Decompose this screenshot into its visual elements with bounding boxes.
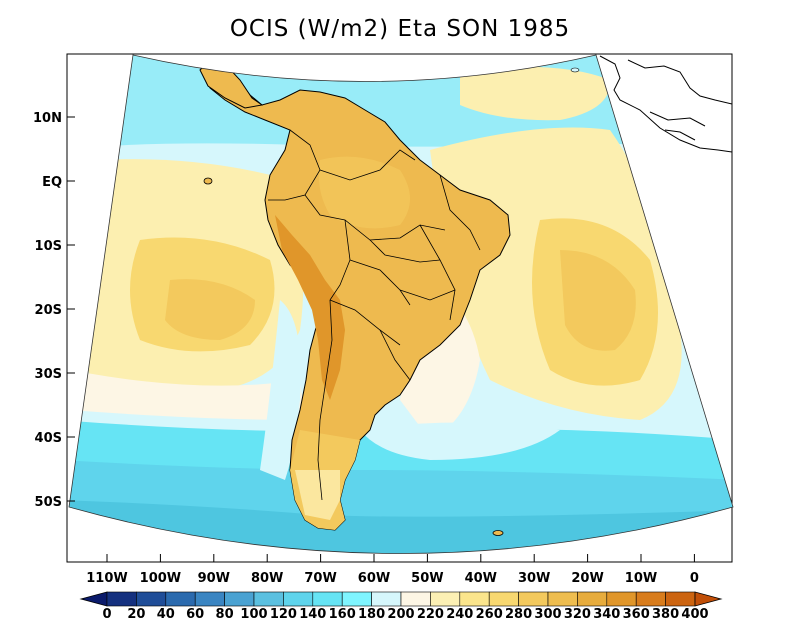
colorbar-swatch	[488, 591, 519, 607]
lon-tick-label: 70W	[304, 571, 336, 586]
lon-tick-label: 80W	[251, 571, 283, 586]
colorbar-arrow-left	[79, 591, 108, 607]
colorbar-label: 140	[299, 607, 326, 618]
colorbar-swatch	[224, 591, 255, 607]
lon-tick-label: 100W	[140, 571, 181, 586]
colorbar-swatch	[635, 591, 666, 607]
colorbar-label: 160	[329, 607, 356, 618]
colorbar-label: 80	[216, 607, 234, 618]
colorbar-swatch	[194, 591, 225, 607]
colorbar-swatch	[606, 591, 637, 607]
domain-outline	[68, 54, 734, 554]
map-title: OCIS (W/m2) Eta SON 1985	[229, 16, 571, 42]
colorbar-label: 300	[534, 607, 561, 618]
colorbar-label: 240	[446, 607, 473, 618]
colorbar-swatch	[665, 591, 696, 607]
colorbar-swatch	[371, 591, 402, 607]
colorbar-label: 360	[623, 607, 650, 618]
colorbar-label: 40	[157, 607, 175, 618]
lon-tick-label: 50W	[411, 571, 443, 586]
colorbar-label: 380	[652, 607, 679, 618]
lat-tick-label: 10S	[35, 239, 62, 254]
colorbar-swatch	[253, 591, 284, 607]
colorbar-label: 400	[681, 607, 708, 618]
lat-tick-label: 20S	[35, 303, 62, 318]
lon-tick-label: 60W	[358, 571, 390, 586]
colorbar-label: 260	[476, 607, 503, 618]
lat-tick-label: EQ	[42, 175, 62, 190]
colorbar-label: 60	[186, 607, 204, 618]
colorbar-label: 180	[358, 607, 385, 618]
lon-tick-label: 10W	[625, 571, 657, 586]
colorbar-arrow-right	[694, 591, 723, 607]
colorbar-label: 200	[387, 607, 414, 618]
longitude-axis: 110W 100W 90W 80W 70W 60W 50W 40W 30W 20W 10W 0	[86, 554, 699, 586]
colorbar-label: 280	[505, 607, 532, 618]
lat-tick-label: 30S	[35, 367, 62, 382]
latitude-axis: 10N EQ 10S 20S 30S 40S 50S	[33, 111, 75, 510]
colorbar-label: 100	[240, 607, 267, 618]
colorbar-swatch	[518, 591, 549, 607]
lon-tick-label: 0	[690, 571, 699, 586]
lon-tick-label: 20W	[571, 571, 603, 586]
colorbar-swatch	[459, 591, 490, 607]
colorbar-swatch	[430, 591, 461, 607]
south-america-land	[204, 61, 511, 531]
colorbar: 0 20 40 60 80 100 120 140 160 180 200 220 240 260 280 3…	[79, 591, 723, 618]
colorbar-swatch	[283, 591, 314, 607]
lon-tick-label: 90W	[198, 571, 230, 586]
lon-tick-label: 30W	[518, 571, 550, 586]
map-field	[69, 55, 733, 554]
lon-tick-label: 40W	[465, 571, 497, 586]
colorbar-label: 340	[593, 607, 620, 618]
colorbar-swatch	[400, 591, 431, 607]
colorbar-swatch	[106, 591, 137, 607]
colorbar-swatch	[577, 591, 608, 607]
colorbar-label: 320	[564, 607, 591, 618]
colorbar-label: 20	[127, 607, 145, 618]
lat-tick-label: 50S	[35, 495, 62, 510]
colorbar-swatch	[165, 591, 196, 607]
colorbar-label: 220	[417, 607, 444, 618]
colorbar-swatch	[136, 591, 167, 607]
lat-tick-label: 40S	[35, 431, 62, 446]
colorbar-swatch	[547, 591, 578, 607]
lat-tick-label: 10N	[33, 111, 62, 126]
colorbar-swatch	[341, 591, 372, 607]
lon-tick-label: 110W	[86, 571, 127, 586]
colorbar-label: 0	[102, 607, 111, 618]
colorbar-label: 120	[270, 607, 297, 618]
colorbar-swatch	[312, 591, 343, 607]
